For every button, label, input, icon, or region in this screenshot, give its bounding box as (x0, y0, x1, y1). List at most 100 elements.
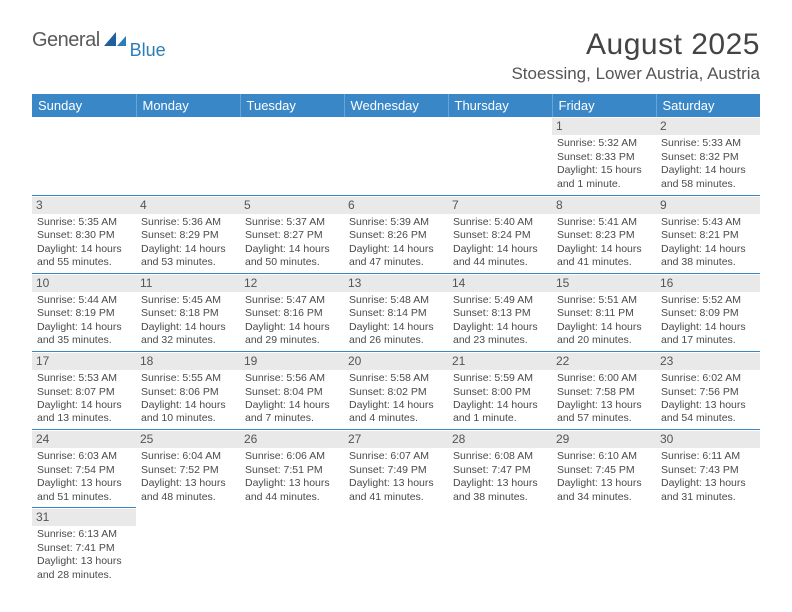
day-detail-line: Sunset: 8:07 PM (37, 386, 131, 399)
day-details: Sunrise: 5:48 AMSunset: 8:14 PMDaylight:… (349, 294, 443, 348)
day-detail-line: Daylight: 14 hours and 58 minutes. (661, 164, 755, 191)
day-detail-line: Sunrise: 6:02 AM (661, 372, 755, 385)
day-number: 26 (240, 431, 344, 448)
day-detail-line: Sunrise: 5:56 AM (245, 372, 339, 385)
calendar-day-cell: . (656, 507, 760, 585)
day-detail-line: Daylight: 14 hours and 35 minutes. (37, 321, 131, 348)
day-details: Sunrise: 5:39 AMSunset: 8:26 PMDaylight:… (349, 216, 443, 270)
day-detail-line: Sunset: 8:26 PM (349, 229, 443, 242)
day-detail-line: Sunrise: 5:41 AM (557, 216, 651, 229)
calendar-week-row: 10Sunrise: 5:44 AMSunset: 8:19 PMDayligh… (32, 273, 760, 351)
logo-sail-icon (102, 30, 128, 48)
day-details: Sunrise: 5:58 AMSunset: 8:02 PMDaylight:… (349, 372, 443, 426)
day-detail-line: Daylight: 13 hours and 51 minutes. (37, 477, 131, 504)
day-detail-line: Daylight: 14 hours and 1 minute. (453, 399, 547, 426)
day-number: 14 (448, 275, 552, 292)
header: General Blue August 2025 Stoessing, Lowe… (32, 28, 760, 84)
day-number: 28 (448, 431, 552, 448)
day-details: Sunrise: 5:32 AMSunset: 8:33 PMDaylight:… (557, 137, 651, 191)
day-detail-line: Sunrise: 5:43 AM (661, 216, 755, 229)
day-detail-line: Sunset: 8:27 PM (245, 229, 339, 242)
day-detail-line: Sunrise: 6:03 AM (37, 450, 131, 463)
day-number: 20 (344, 353, 448, 370)
day-detail-line: Daylight: 14 hours and 10 minutes. (141, 399, 235, 426)
day-detail-line: Sunset: 8:32 PM (661, 151, 755, 164)
weekday-header: Thursday (448, 94, 552, 117)
day-number: 31 (32, 509, 136, 526)
calendar-day-cell: 14Sunrise: 5:49 AMSunset: 8:13 PMDayligh… (448, 273, 552, 351)
day-detail-line: Sunrise: 6:06 AM (245, 450, 339, 463)
day-details: Sunrise: 6:00 AMSunset: 7:58 PMDaylight:… (557, 372, 651, 426)
day-detail-line: Sunrise: 6:07 AM (349, 450, 443, 463)
day-detail-line: Sunset: 8:21 PM (661, 229, 755, 242)
day-detail-line: Sunrise: 6:04 AM (141, 450, 235, 463)
day-detail-line: Sunrise: 5:33 AM (661, 137, 755, 150)
calendar-day-cell: . (448, 507, 552, 585)
day-detail-line: Sunrise: 5:45 AM (141, 294, 235, 307)
day-detail-line: Daylight: 14 hours and 41 minutes. (557, 243, 651, 270)
day-detail-line: Sunrise: 6:08 AM (453, 450, 547, 463)
calendar-day-cell: 2Sunrise: 5:33 AMSunset: 8:32 PMDaylight… (656, 117, 760, 195)
calendar-day-cell: . (136, 507, 240, 585)
calendar-day-cell: 7Sunrise: 5:40 AMSunset: 8:24 PMDaylight… (448, 195, 552, 273)
calendar-day-cell: . (344, 117, 448, 195)
day-details: Sunrise: 5:52 AMSunset: 8:09 PMDaylight:… (661, 294, 755, 348)
calendar-day-cell: 23Sunrise: 6:02 AMSunset: 7:56 PMDayligh… (656, 351, 760, 429)
day-number: 13 (344, 275, 448, 292)
calendar-day-cell: . (32, 117, 136, 195)
day-details: Sunrise: 6:08 AMSunset: 7:47 PMDaylight:… (453, 450, 547, 504)
day-details: Sunrise: 5:51 AMSunset: 8:11 PMDaylight:… (557, 294, 651, 348)
day-number: 5 (240, 197, 344, 214)
day-detail-line: Sunset: 7:45 PM (557, 464, 651, 477)
day-detail-line: Daylight: 13 hours and 31 minutes. (661, 477, 755, 504)
day-detail-line: Daylight: 14 hours and 50 minutes. (245, 243, 339, 270)
day-detail-line: Sunset: 7:54 PM (37, 464, 131, 477)
brand-part1: General (32, 29, 100, 52)
day-detail-line: Sunrise: 5:53 AM (37, 372, 131, 385)
day-detail-line: Sunrise: 5:39 AM (349, 216, 443, 229)
day-number: 8 (552, 197, 656, 214)
day-number: 25 (136, 431, 240, 448)
day-details: Sunrise: 5:56 AMSunset: 8:04 PMDaylight:… (245, 372, 339, 426)
day-details: Sunrise: 5:41 AMSunset: 8:23 PMDaylight:… (557, 216, 651, 270)
day-number: 1 (552, 118, 656, 135)
day-details: Sunrise: 5:43 AMSunset: 8:21 PMDaylight:… (661, 216, 755, 270)
day-detail-line: Daylight: 14 hours and 17 minutes. (661, 321, 755, 348)
brand-logo: General Blue (32, 28, 166, 52)
day-number: 24 (32, 431, 136, 448)
weekday-header-row: Sunday Monday Tuesday Wednesday Thursday… (32, 94, 760, 117)
day-details: Sunrise: 5:44 AMSunset: 8:19 PMDaylight:… (37, 294, 131, 348)
day-detail-line: Daylight: 13 hours and 28 minutes. (37, 555, 131, 582)
weekday-header: Tuesday (240, 94, 344, 117)
day-number: 4 (136, 197, 240, 214)
calendar-day-cell: 6Sunrise: 5:39 AMSunset: 8:26 PMDaylight… (344, 195, 448, 273)
day-details: Sunrise: 6:04 AMSunset: 7:52 PMDaylight:… (141, 450, 235, 504)
day-number: 17 (32, 353, 136, 370)
day-detail-line: Sunrise: 5:40 AM (453, 216, 547, 229)
day-number: 11 (136, 275, 240, 292)
calendar-day-cell: 27Sunrise: 6:07 AMSunset: 7:49 PMDayligh… (344, 429, 448, 507)
day-detail-line: Daylight: 13 hours and 48 minutes. (141, 477, 235, 504)
calendar-day-cell: 19Sunrise: 5:56 AMSunset: 8:04 PMDayligh… (240, 351, 344, 429)
day-details: Sunrise: 6:02 AMSunset: 7:56 PMDaylight:… (661, 372, 755, 426)
day-details: Sunrise: 6:06 AMSunset: 7:51 PMDaylight:… (245, 450, 339, 504)
day-number: 29 (552, 431, 656, 448)
day-number: 16 (656, 275, 760, 292)
day-detail-line: Sunrise: 5:49 AM (453, 294, 547, 307)
day-number: 15 (552, 275, 656, 292)
day-number: 12 (240, 275, 344, 292)
weekday-header: Friday (552, 94, 656, 117)
calendar-day-cell: 1 Sunrise: 5:32 AMSunset: 8:33 PMDaylight… (552, 117, 656, 195)
calendar-day-cell: 15 Sunrise: 5:51 AMSunset: 8:11 PMDayligh… (552, 273, 656, 351)
day-details: Sunrise: 5:47 AMSunset: 8:16 PMDaylight:… (245, 294, 339, 348)
calendar-table: Sunday Monday Tuesday Wednesday Thursday… (32, 94, 760, 585)
day-number: 3 (32, 197, 136, 214)
day-detail-line: Sunrise: 6:00 AM (557, 372, 651, 385)
day-detail-line: Daylight: 14 hours and 44 minutes. (453, 243, 547, 270)
day-detail-line: Sunset: 8:14 PM (349, 307, 443, 320)
calendar-day-cell: 18Sunrise: 5:55 AMSunset: 8:06 PMDayligh… (136, 351, 240, 429)
day-detail-line: Sunset: 7:41 PM (37, 542, 131, 555)
calendar-day-cell: 3Sunrise: 5:35 AMSunset: 8:30 PMDaylight… (32, 195, 136, 273)
day-detail-line: Daylight: 13 hours and 41 minutes. (349, 477, 443, 504)
calendar-week-row: 3Sunrise: 5:35 AMSunset: 8:30 PMDaylight… (32, 195, 760, 273)
